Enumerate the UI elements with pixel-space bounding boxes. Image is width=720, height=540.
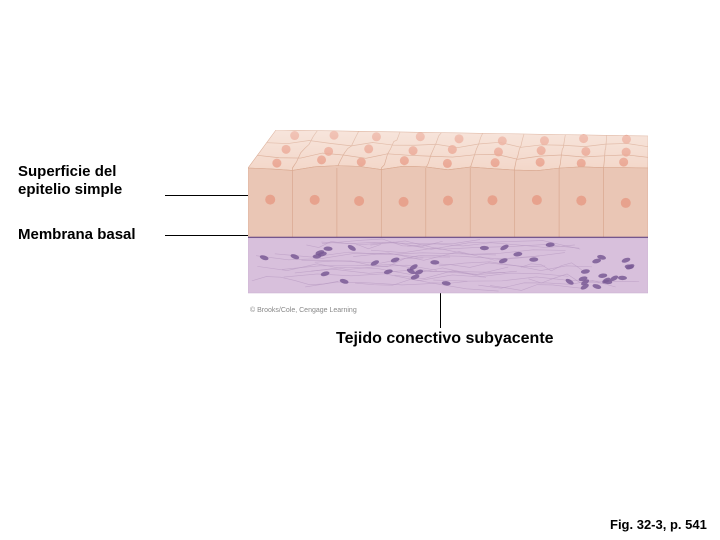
label-connective-tissue: Tejido conectivo subyacente xyxy=(336,329,554,348)
label-connective-text: Tejido conectivo subyacente xyxy=(336,330,554,347)
figure-reference: Fig. 32-3, p. 541 xyxy=(610,517,707,532)
label-basal-text: Membrana basal xyxy=(18,226,136,243)
label-epithelium-line2: epitelio simple xyxy=(18,181,122,198)
label-epithelium-surface: Superficie del epitelio simple xyxy=(18,163,122,199)
copyright-credit: © Brooks/Cole, Cengage Learning xyxy=(250,307,357,314)
tissue-diagram xyxy=(248,130,648,305)
label-epithelium-line1: Superficie del xyxy=(18,163,116,180)
label-basal-membrane: Membrana basal xyxy=(18,226,136,244)
